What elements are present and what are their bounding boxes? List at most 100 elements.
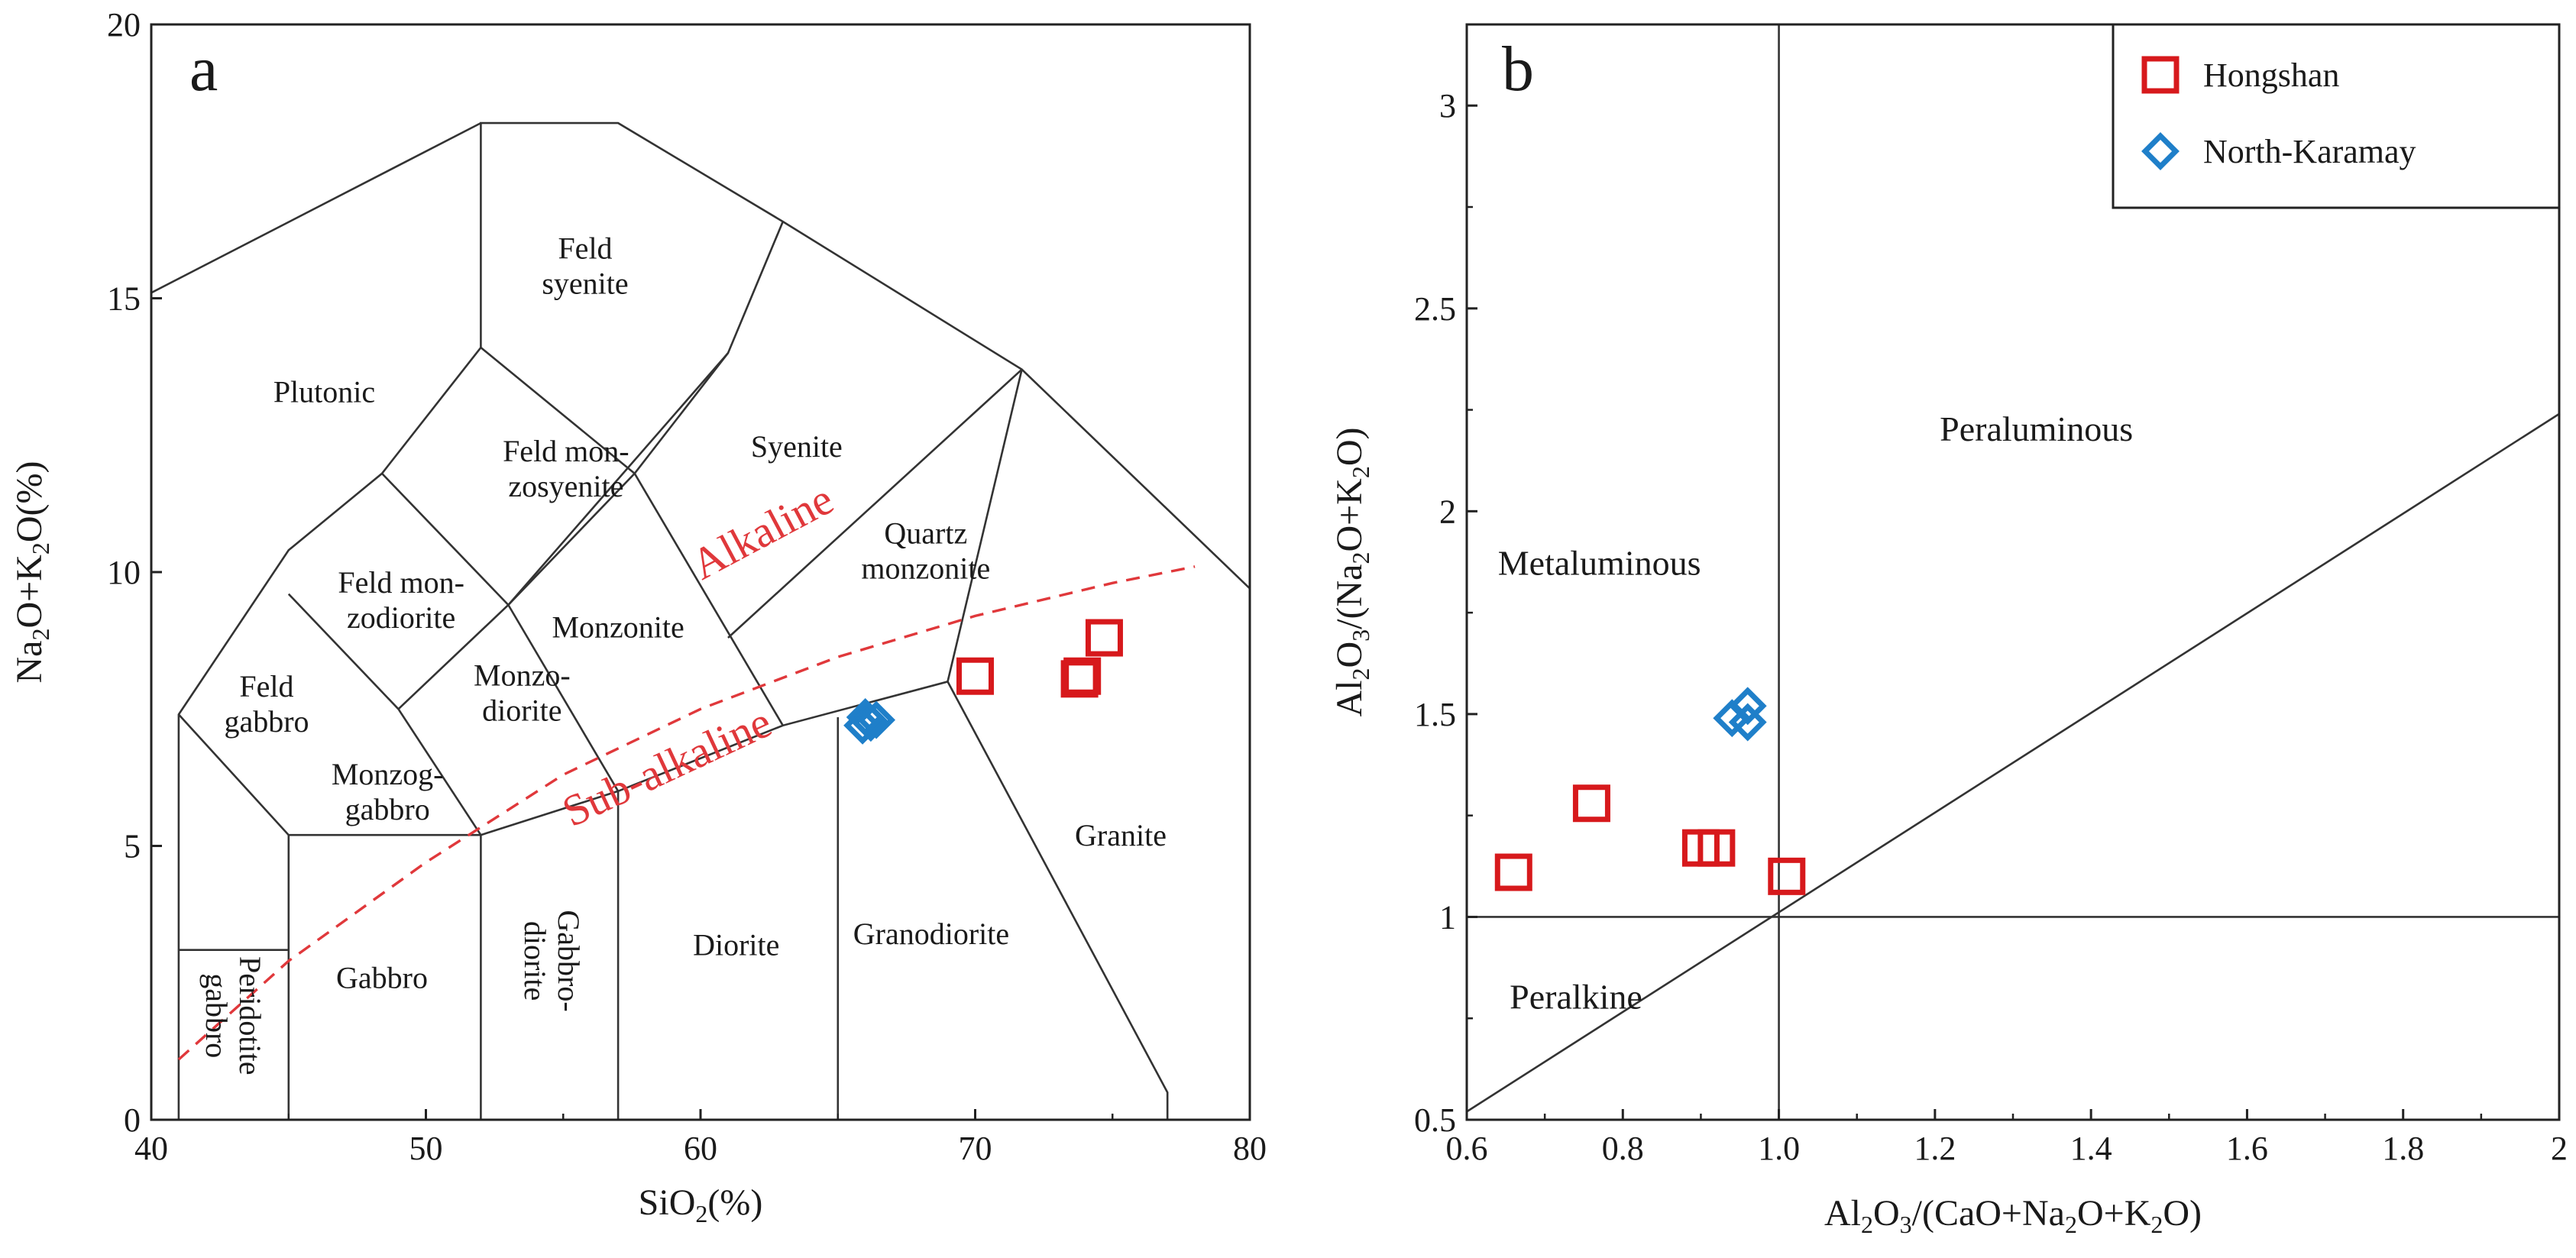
subscript: 2 <box>2065 1211 2077 1238</box>
rock-field-label: Diorite <box>693 928 779 962</box>
rock-field-label: Granodiorite <box>853 917 1009 951</box>
rock-field-label: Feld syenite <box>542 231 628 300</box>
x-axis-title: Al2O3/(CaO+Na2O+K2O) <box>1824 1193 2202 1238</box>
rock-field-label-line: gabbro <box>224 704 309 739</box>
field-boundary-line <box>727 368 1023 639</box>
rock-field-label: Gabbro-diorite <box>518 910 586 1011</box>
rock-field-label-vertical: Gabbro-diorite <box>518 910 586 1011</box>
legend-box <box>2112 23 2561 209</box>
subscript: 2 <box>695 1200 707 1227</box>
y-axis-title-text: O(%) <box>9 461 50 543</box>
y-tick-label: 15 <box>107 280 141 318</box>
x-tick-label: 1.4 <box>2070 1130 2112 1167</box>
data-point-hongshan <box>1494 853 1532 891</box>
y-tick-label: 1 <box>1439 898 1456 936</box>
rock-field-label-line: Granite <box>1075 818 1167 852</box>
rock-field-label: Quartz monzonite <box>861 516 990 585</box>
axis-ticks: 40 50 60 70 80 0 5 10 15 20 <box>107 6 1267 1167</box>
legend-label: Hongshan <box>2203 57 2339 94</box>
y-axis-title-text: O) <box>1329 427 1370 466</box>
x-axis-title-text: /(CaO+Na <box>1912 1193 2065 1234</box>
x-axis-title-text: Al <box>1824 1193 1861 1234</box>
x-axis-title-text: (%) <box>707 1182 762 1223</box>
y-tick-label: 2 <box>1439 493 1456 530</box>
subscript: 2 <box>27 542 54 555</box>
data-point-hongshan <box>1697 829 1736 867</box>
rock-field-label-line: Quartz <box>884 516 967 550</box>
x-tick-label: 2 <box>2551 1130 2568 1167</box>
field-label: Peraluminous <box>1940 409 2133 448</box>
series-labels: Alkaline Sub-alkaline <box>555 474 841 836</box>
reference-lines <box>1466 24 2560 1120</box>
field-boundaries <box>150 121 1251 1120</box>
rock-field-label-line: Monzo- <box>474 658 571 693</box>
rock-field-label: Feld mon-zosyenite <box>503 434 629 503</box>
rock-field-label-line: Feld <box>558 231 612 265</box>
field-boundary-line <box>480 346 784 726</box>
data-point-north-karamay <box>1728 687 1767 726</box>
x-tick-label: 0.8 <box>1602 1130 1644 1167</box>
subscript: 2 <box>1347 668 1374 681</box>
rock-field-label-line: Diorite <box>693 928 779 962</box>
rock-field-label-line: zodiorite <box>347 600 455 635</box>
y-axis-title-text: Al <box>1329 681 1370 717</box>
y-axis-title-text: /(Na <box>1329 564 1370 629</box>
legend-marker-hongshan <box>2141 56 2180 94</box>
data-point-hongshan <box>956 657 994 695</box>
series-region-label: Sub-alkaline <box>555 697 778 836</box>
y-axis-title-text: O <box>1329 642 1370 668</box>
field-boundary-line <box>150 121 481 294</box>
x-tick-label: 1.6 <box>2226 1130 2268 1167</box>
y-tick-label: 5 <box>124 828 141 865</box>
y-tick-label: 3 <box>1439 87 1456 125</box>
data-point-hongshan <box>1063 657 1102 695</box>
rock-field-label-line: Gabbro- <box>552 910 586 1011</box>
subscript: 2 <box>1861 1211 1873 1238</box>
rock-field-label-line: Peridotite <box>233 956 267 1075</box>
data-point-north-karamay <box>857 700 896 739</box>
rock-field-label-line: zosyenite <box>508 469 623 503</box>
x-tick-label: 60 <box>684 1130 717 1167</box>
rock-field-label: Feld mon-zodiorite <box>338 565 464 635</box>
rock-field-label: Monzog-gabbro <box>332 757 444 826</box>
x-axis-title-text: O) <box>2163 1193 2202 1234</box>
x-tick-label: 0.6 <box>1446 1130 1488 1167</box>
rock-field-label-line: Monzog- <box>332 757 444 791</box>
panel-a-tas-diagram: Plutonic Feld syenite Syenite Feld mon-zosye… <box>9 6 1267 1227</box>
y-tick-label: 1.5 <box>1414 696 1456 733</box>
axis-ticks: 0.6 0.8 1.0 1.2 1.4 1.6 1.8 2 0.5 1 1.5 2 2.5 3 <box>1414 87 2568 1167</box>
legend-label: North-Karamay <box>2203 133 2416 170</box>
x-tick-label: 1.0 <box>1758 1130 1800 1167</box>
subscript: 2 <box>27 629 54 641</box>
rock-field-label: Peridotitegabbro <box>199 956 267 1075</box>
rock-field-label-vertical: Peridotitegabbro <box>199 956 267 1075</box>
panel-letter: b <box>1502 34 1534 105</box>
legend: Hongshan North-Karamay <box>2112 23 2561 209</box>
field-label: Metaluminous <box>1498 543 1701 582</box>
data-point-north-karamay <box>1728 703 1767 742</box>
subscript: 3 <box>1900 1211 1912 1238</box>
x-tick-label: 1.8 <box>2382 1130 2424 1167</box>
rock-field-label-line: Gabbro <box>336 961 428 995</box>
x-axis-title: SiO2(%) <box>639 1182 763 1227</box>
rock-field-label-line: gabbro <box>199 973 234 1058</box>
field-boundary-line <box>507 352 729 606</box>
data-point-hongshan <box>1060 660 1099 698</box>
x-tick-label: 70 <box>959 1130 992 1167</box>
rock-field-label: Granite <box>1075 818 1167 852</box>
subscript: 3 <box>1347 629 1374 642</box>
rock-field-label-line: syenite <box>542 266 628 300</box>
rock-field-label: Gabbro <box>336 961 428 995</box>
x-tick-label: 1.2 <box>1914 1130 1956 1167</box>
rock-field-label: Plutonic <box>273 374 375 409</box>
rock-field-label-line: gabbro <box>345 792 430 826</box>
field-label: Peralkine <box>1510 978 1642 1017</box>
rock-field-label-line: Syenite <box>751 429 843 464</box>
rock-field-label-line: Feld mon- <box>503 434 629 468</box>
y-tick-label: 2.5 <box>1414 290 1456 328</box>
rock-field-label: Monzonite <box>552 610 684 645</box>
data-points <box>1494 687 1806 895</box>
field-labels: Peraluminous Metaluminous Peralkine <box>1498 409 2133 1017</box>
subscript: 2 <box>2150 1211 2163 1238</box>
